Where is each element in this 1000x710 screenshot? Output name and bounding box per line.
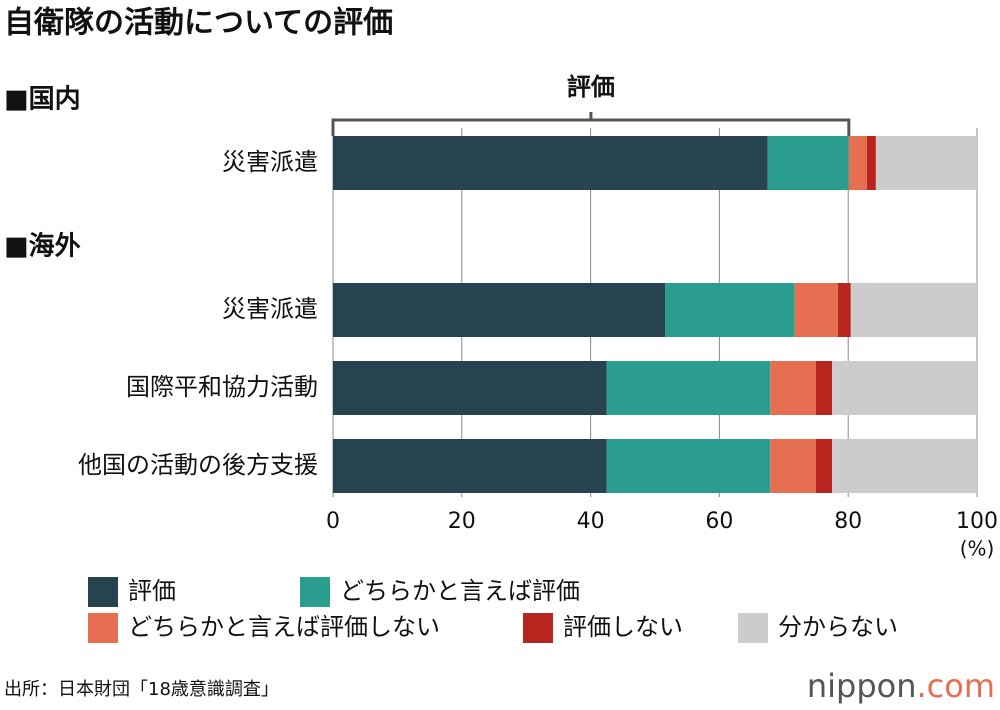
group-label: ■国内 bbox=[4, 85, 81, 115]
x-tick-label: 40 bbox=[577, 509, 605, 534]
annotation: 評価 bbox=[567, 73, 615, 101]
x-tick-label: 60 bbox=[705, 509, 733, 534]
bar-segment bbox=[816, 361, 833, 415]
x-tick-label: 100 bbox=[956, 509, 998, 534]
x-tick-label: 20 bbox=[448, 509, 476, 534]
bars bbox=[333, 136, 977, 493]
bar-segment bbox=[875, 136, 977, 190]
legend-label: どちらかと言えば評価しない bbox=[128, 613, 440, 641]
legend-label: 評価 bbox=[128, 577, 176, 605]
legend-swatch bbox=[300, 577, 330, 607]
bar-segment bbox=[770, 439, 816, 493]
x-tick-label: 80 bbox=[834, 509, 862, 534]
source: 出所：日本財団「18歳意識調査」 bbox=[4, 679, 279, 700]
x-axis-label: (%) bbox=[960, 537, 995, 561]
bar-segment bbox=[606, 439, 771, 493]
bar-segment bbox=[866, 136, 876, 190]
group-label: ■海外 bbox=[4, 232, 81, 262]
bar-segment bbox=[848, 136, 867, 190]
category-label: 他国の活動の後方支援 bbox=[78, 451, 318, 479]
logo: nippon.com bbox=[807, 667, 995, 705]
legend-label: 評価しない bbox=[563, 613, 683, 641]
bar-segment bbox=[794, 283, 838, 337]
bar-segment bbox=[767, 136, 849, 190]
category-label: 災害派遣 bbox=[222, 295, 318, 323]
category-label: 国際平和協力活動 bbox=[126, 373, 318, 401]
legend-label: どちらかと言えば評価 bbox=[340, 577, 580, 605]
bar-segment bbox=[850, 283, 977, 337]
bar-segment bbox=[333, 136, 768, 190]
legend-swatch bbox=[523, 613, 553, 643]
annotation-bracket bbox=[331, 112, 851, 136]
bar-segment bbox=[606, 361, 771, 415]
category-label: 災害派遣 bbox=[222, 148, 318, 176]
bar-segment bbox=[333, 361, 607, 415]
bar-segment bbox=[770, 361, 816, 415]
x-tick-label: 0 bbox=[326, 509, 340, 534]
logo-suffix: .com bbox=[916, 667, 995, 705]
bar-segment bbox=[816, 439, 833, 493]
bar-segment bbox=[333, 283, 666, 337]
legend-swatch bbox=[738, 613, 768, 643]
legend-label: 分からない bbox=[778, 613, 898, 641]
bar-segment bbox=[665, 283, 795, 337]
chart-title: 自衛隊の活動についての評価 bbox=[4, 6, 393, 41]
legend-swatch bbox=[88, 613, 118, 643]
logo-name: nippon bbox=[807, 667, 917, 705]
legend-swatch bbox=[88, 577, 118, 607]
bar-segment bbox=[832, 439, 977, 493]
bar-segment bbox=[333, 439, 607, 493]
bar-segment bbox=[837, 283, 851, 337]
bar-segment bbox=[832, 361, 977, 415]
